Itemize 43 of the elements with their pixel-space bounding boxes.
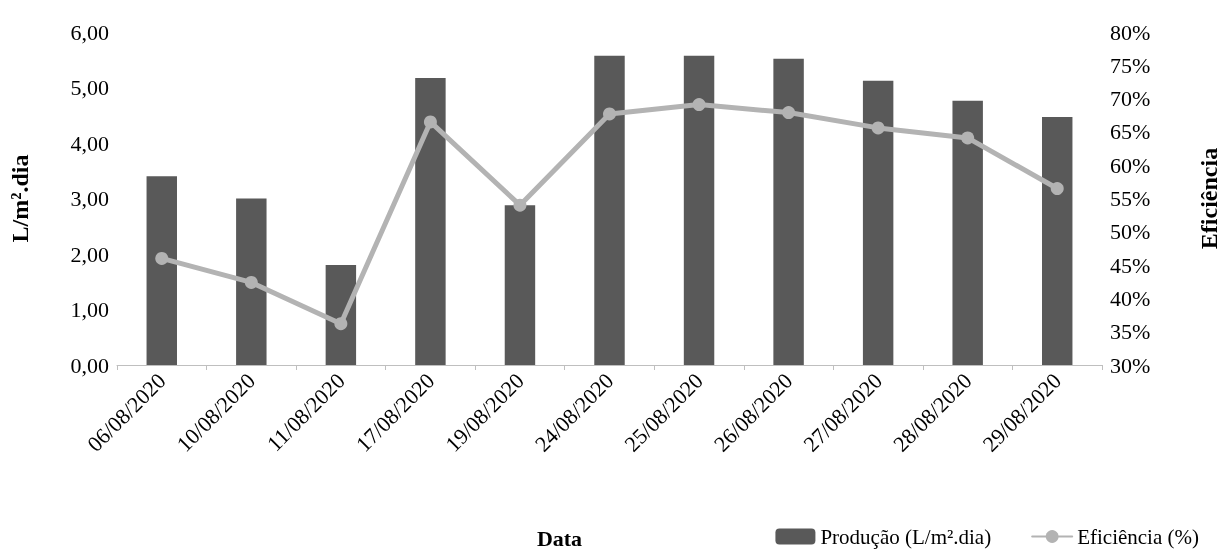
- y-axis-title: L/m².dia: [7, 154, 33, 243]
- y2-tick-label: 30%: [1110, 352, 1151, 378]
- bar: [504, 205, 536, 365]
- y-tick-label: 2,00: [70, 241, 109, 267]
- x-axis-title: Data: [536, 525, 583, 551]
- y2-tick-label: 65%: [1110, 119, 1151, 145]
- y2-tick-label: 50%: [1110, 219, 1151, 245]
- bar: [146, 176, 177, 365]
- bar: [683, 55, 715, 365]
- point: [1050, 182, 1064, 196]
- point: [692, 98, 706, 112]
- y2-tick-label: 55%: [1110, 186, 1151, 211]
- y-tick-label: 4,00: [70, 130, 109, 156]
- y-tick-label: 6,00: [70, 19, 109, 45]
- bar: [773, 58, 804, 365]
- point: [961, 131, 975, 145]
- y2-tick-label: 45%: [1110, 252, 1151, 278]
- point: [155, 251, 169, 265]
- y2-tick-label: 80%: [1110, 19, 1151, 45]
- bar: [415, 78, 446, 365]
- point: [782, 106, 796, 120]
- y-tick-label: 1,00: [70, 297, 109, 322]
- y-tick-label: 5,00: [70, 75, 109, 100]
- point: [871, 121, 885, 135]
- y2-tick-label: 60%: [1110, 152, 1151, 178]
- y2-tick-label: 70%: [1110, 86, 1151, 112]
- y-tick-label: 3,00: [70, 186, 109, 211]
- point: [423, 115, 437, 129]
- bar: [952, 100, 983, 365]
- point: [334, 317, 348, 331]
- point: [513, 198, 527, 212]
- y2-tick-label: 75%: [1110, 52, 1151, 78]
- bar: [1042, 116, 1073, 365]
- y2-axis-title: Eficiência: [1196, 147, 1222, 250]
- bar: [862, 80, 894, 365]
- point: [603, 107, 616, 121]
- bar: [236, 198, 267, 365]
- bar: [594, 55, 625, 365]
- y2-tick-label: 35%: [1110, 319, 1151, 345]
- legend-label: Produção (L/m².dia): [820, 524, 992, 549]
- point: [244, 275, 258, 289]
- y2-tick-label: 40%: [1110, 285, 1151, 311]
- legend-label: Eficiência (%): [1077, 524, 1200, 549]
